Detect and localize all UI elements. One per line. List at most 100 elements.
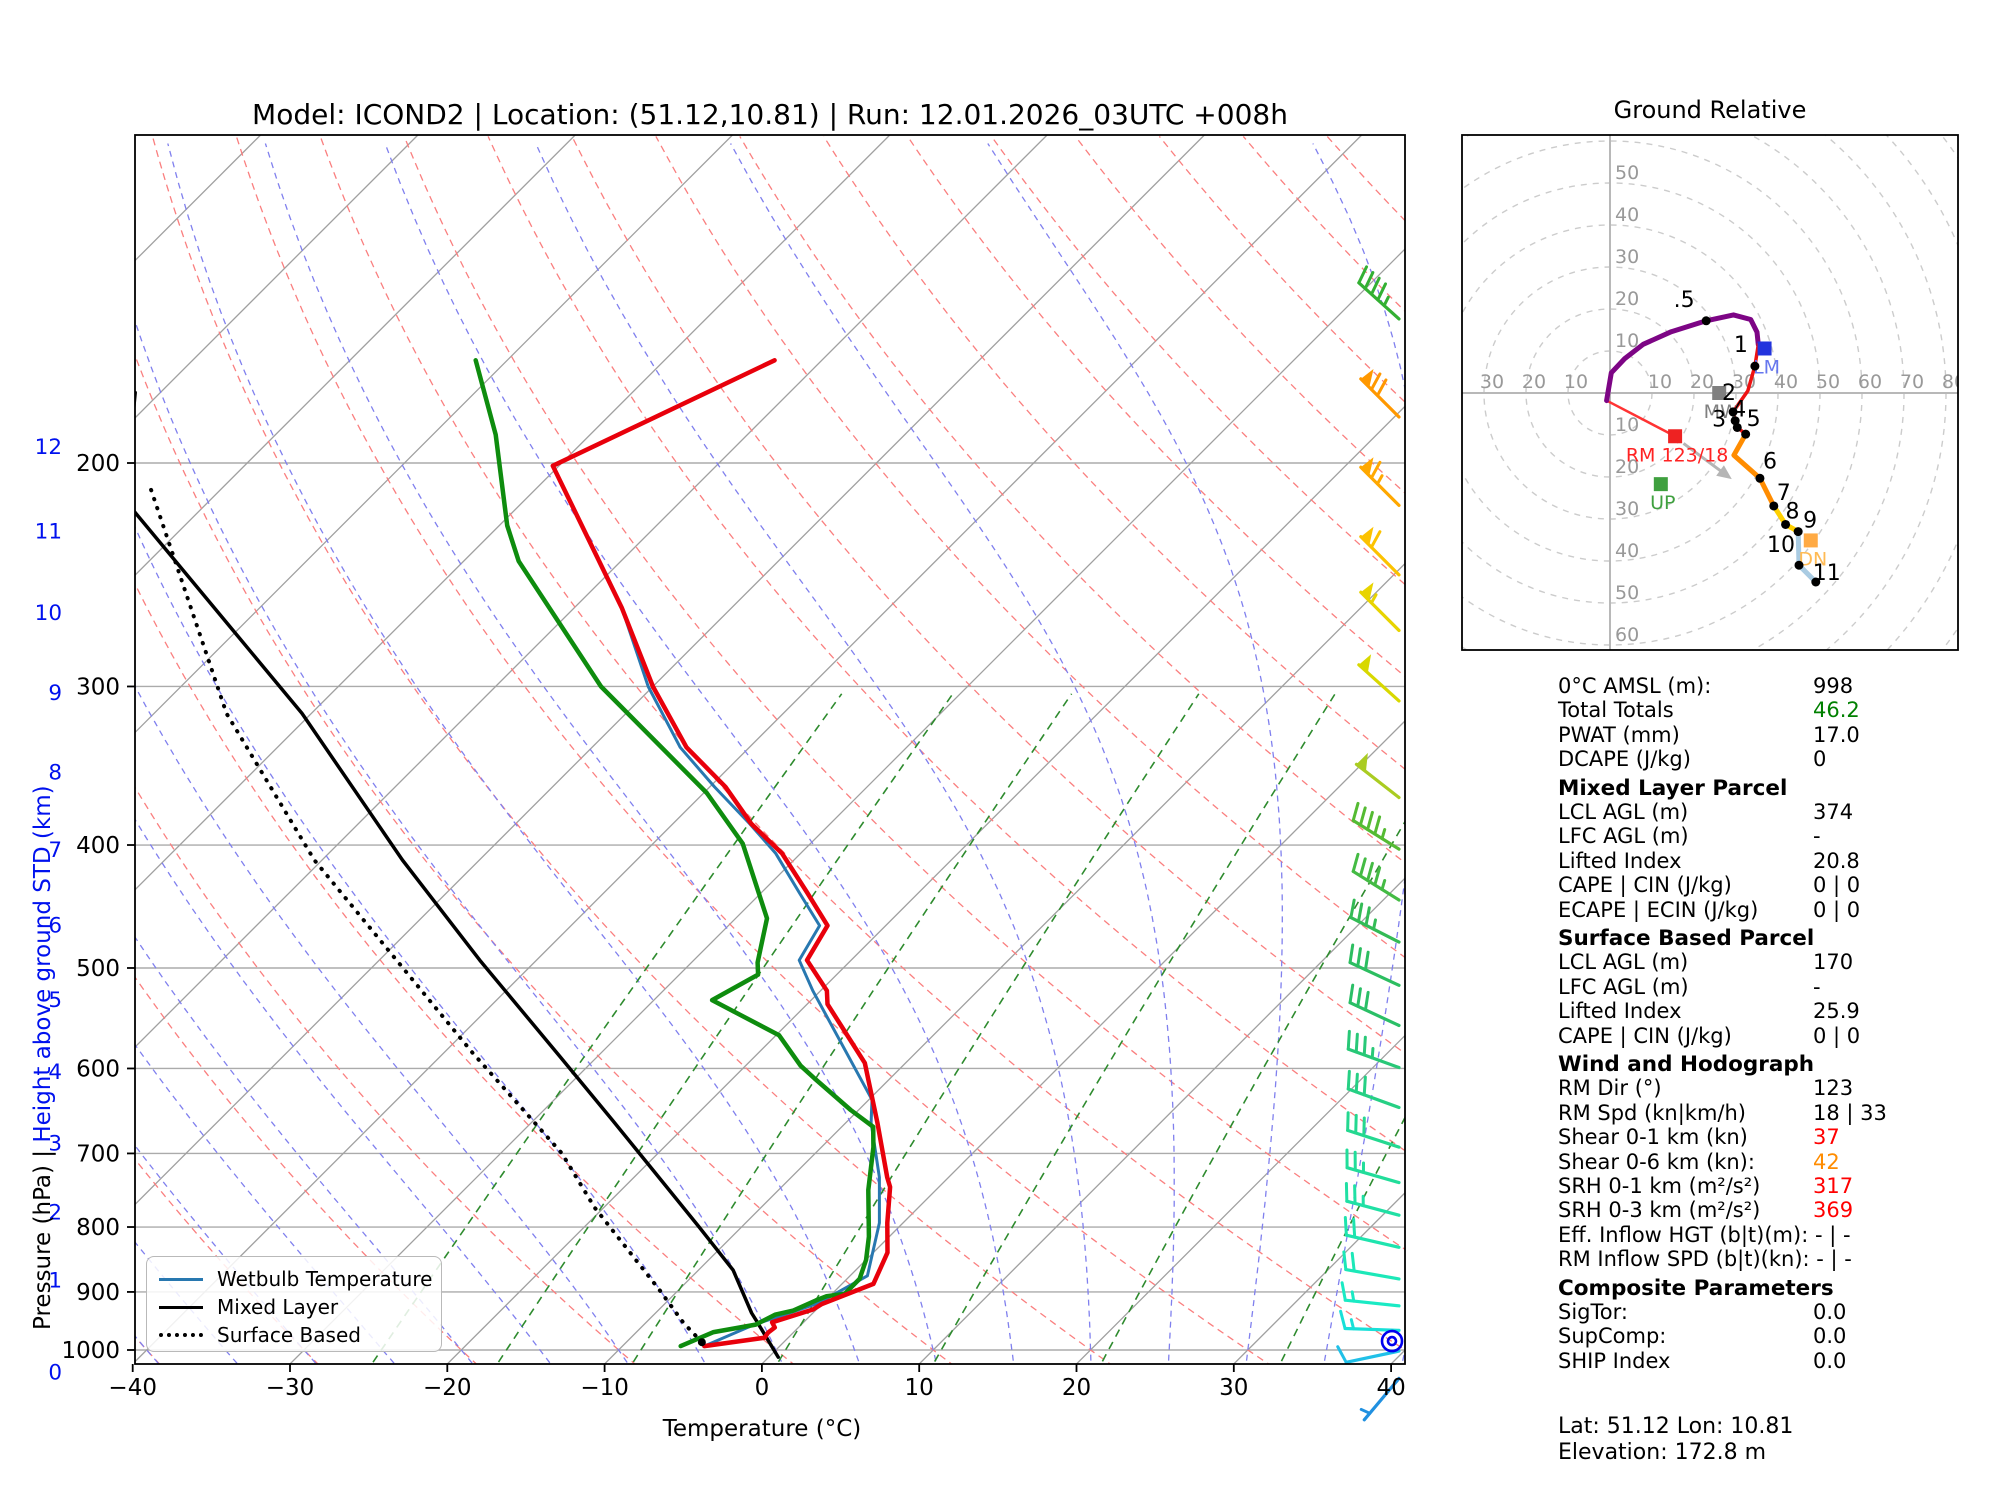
moist-adiabat-line [264,143,938,1364]
height-km-label: 8 [48,760,62,785]
mixed-layer-line-swatch [159,1305,203,1309]
stat-label: SRH 0-1 km (m²/s²) [1558,1174,1761,1198]
wind-barb [1346,1069,1401,1110]
dry-adiabat-line [135,582,795,1364]
stat-label: Composite Parameters [1558,1275,1834,1301]
stat-value: 998 [1813,674,1854,698]
stat-value: 0.0 [1813,1348,1847,1373]
wind-barb [1351,852,1401,902]
hodograph-km-label: 1 [1734,333,1748,358]
wind-barb [1359,369,1401,419]
dewpoint-curve [473,358,876,1349]
moist-adiabat-line [135,818,552,1364]
hodograph-marker-rm [1668,429,1683,444]
height-km-label: 0 [48,1361,62,1386]
ring-label: 50 [1615,582,1639,604]
wind-barb [1354,752,1401,800]
dry-adiabat-line [403,136,1405,1251]
ring-label: 30 [1615,246,1639,268]
wind-barb [1357,265,1401,321]
stat-value: - [1813,824,1821,849]
x-tick-label: 0 [755,1375,770,1401]
x-tick-label: 30 [1219,1375,1248,1401]
stat-value: 0 | 0 [1813,897,1861,922]
wind-barb [1359,582,1401,633]
hodograph-km-dot [1728,407,1738,417]
ring-label: 20 [1615,456,1639,478]
hodograph-km-dot [1741,429,1751,439]
hodograph-plot-area: 30 20 10 10 20 30 40 50 60 70 80102030405010203040… [1462,135,1958,650]
moist-adiabat-line [167,143,861,1364]
x-axis-label: Temperature (°C) [662,1416,862,1442]
moist-adiabat-line [135,525,707,1364]
stat-label: Lifted Index [1558,848,1682,873]
height-km-label: 11 [35,519,62,544]
hodograph-km-dot [1750,361,1760,371]
hodograph-km-label: 4 [1732,397,1746,422]
pressure-tick-label: 800 [76,1215,120,1241]
stat-label: LFC AGL (m) [1558,974,1689,999]
x-tick-label: −30 [266,1375,315,1401]
stat-value: 374 [1813,800,1854,824]
ring-label: 70 [1900,371,1924,393]
hodograph-km-label: 3 [1712,408,1726,433]
stat-label: LFC AGL (m) [1558,824,1689,849]
stat-label: Surface Based Parcel [1558,926,1815,951]
moist-adiabat-line [135,1335,160,1364]
surface-point-dot [697,1338,706,1347]
stat-label: LCL AGL (m) [1558,950,1689,975]
shear-arrow-head [1716,465,1732,480]
hodograph-marker-label: DN [1798,548,1827,570]
surface-based-line-swatch [159,1333,203,1337]
isotherm-line [604,562,1405,1364]
hodograph-title: Ground Relative [1613,96,1807,124]
stat-label: 0°C AMSL (m): [1558,674,1712,698]
isotherm-line [135,135,419,419]
hodograph-trace-segment [1604,312,1761,404]
surface-based-curve [149,487,704,1345]
wind-barb [1349,898,1401,944]
ring-label: 20 [1615,288,1639,310]
ring-label: 10 [1648,371,1672,393]
wind-barb [1336,1345,1401,1364]
stat-value: 0.0 [1813,1300,1847,1324]
storm-relative-line [1606,399,1676,438]
pressure-tick-label: 1000 [61,1338,120,1364]
y-axis-label: Pressure (hPa) | Height above ground STD… [30,785,56,1330]
wind-barb [1359,1376,1401,1422]
hodograph-marker-mw [1712,386,1727,400]
wind-barb-column [1336,265,1404,1422]
hodograph-marker-label: MW [1704,401,1739,423]
stat-label: RM Inflow SPD (b|t)(kn): - | - [1558,1247,1852,1272]
x-tick-label: 40 [1376,1375,1405,1401]
ring-label: 20 [1522,371,1546,393]
dry-adiabat-line [135,353,953,1364]
isotherm-line [761,719,1405,1364]
ring-label: 10 [1564,371,1588,393]
pressure-tick-label: 900 [76,1280,120,1306]
isotherm-line [918,877,1405,1364]
stat-value: 0 | 0 [1813,873,1861,898]
ring-label: 40 [1615,540,1639,562]
stat-value: 317 [1813,1174,1854,1198]
dry-adiabat-line [151,136,1112,1364]
stat-value: 0 [1813,747,1827,772]
hodograph-km-label: 8 [1786,499,1800,524]
moist-adiabat-line [0,144,7,1372]
y-axis-pressure-label: Pressure (hPa) [30,1165,56,1330]
dry-adiabat-line [135,786,636,1364]
dry-adiabat-line [135,1158,319,1364]
moist-adiabat-line [135,936,474,1364]
hodograph-km-label: 10 [1767,533,1795,558]
height-km-label: 9 [48,681,62,706]
isotherm-line [289,248,1405,1364]
stat-value: 42 [1813,1149,1840,1174]
isotherm-line [135,135,891,891]
stat-value: 18 | 33 [1813,1100,1887,1125]
stat-value: 20.8 [1813,848,1860,873]
moist-adiabat-line [135,1043,396,1364]
ring-label: 40 [1774,371,1798,393]
station-circle-outer [1380,1329,1404,1353]
mixing-ratio-line [776,693,1200,1364]
